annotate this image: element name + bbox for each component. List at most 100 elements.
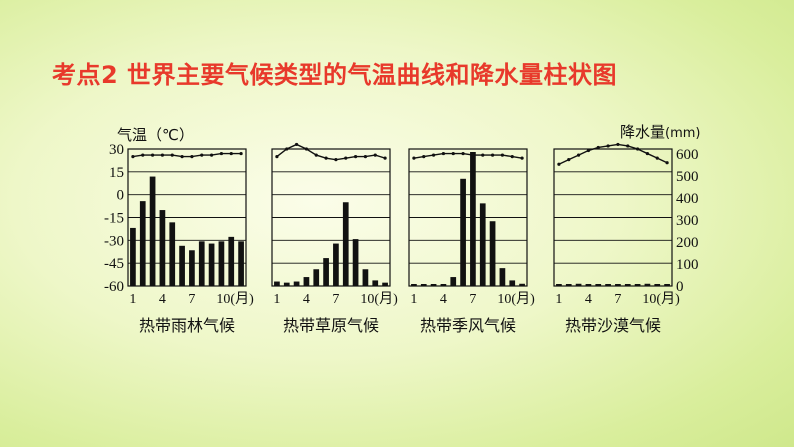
- temperature-point: [294, 142, 299, 147]
- month-tick-label: 1: [410, 292, 417, 307]
- temperature-tick-label: -30: [104, 233, 124, 249]
- precipitation-bar: [479, 203, 486, 286]
- precipitation-bar: [519, 283, 525, 286]
- temperature-point: [567, 158, 571, 162]
- temperature-point: [324, 156, 328, 160]
- precipitation-bar: [130, 227, 136, 286]
- temperature-point: [239, 151, 243, 156]
- precipitation-tick-label: 400: [676, 191, 699, 207]
- precipitation-bar: [342, 202, 349, 286]
- precipitation-bar: [411, 284, 417, 286]
- precipitation-bar: [664, 284, 670, 286]
- month-tick-label: 7: [332, 292, 339, 307]
- precipitation-bar: [499, 268, 506, 286]
- temperature-point: [626, 144, 630, 148]
- precipitation-tick-label: 200: [676, 235, 699, 251]
- precipitation-tick-label: 100: [676, 257, 699, 273]
- temperature-point: [229, 151, 233, 156]
- temperature-point: [520, 156, 524, 160]
- temperature-point: [190, 155, 194, 159]
- precipitation-axis-title: 降水量: [620, 123, 666, 141]
- precipitation-bar: [323, 258, 329, 286]
- temperature-point: [209, 153, 214, 157]
- precipitation-bar: [654, 284, 661, 286]
- temperature-point: [314, 153, 318, 157]
- temperature-point: [141, 153, 145, 157]
- precipitation-bar: [565, 284, 572, 286]
- temperature-point: [510, 155, 514, 159]
- temperature-point: [451, 151, 455, 156]
- month-tick-label: 1: [555, 292, 562, 307]
- temperature-point: [665, 161, 669, 165]
- month-tick-label: 7: [188, 292, 195, 307]
- temperature-point: [576, 153, 581, 157]
- temperature-tick-label: -45: [104, 256, 124, 272]
- month-tick-label: 4: [440, 292, 447, 307]
- precipitation-bar: [470, 152, 476, 286]
- precipitation-bar: [509, 280, 516, 286]
- temperature-point: [353, 155, 358, 159]
- precipitation-bar: [644, 283, 651, 286]
- precipitation-bar: [420, 284, 427, 286]
- temperature-point: [344, 156, 348, 160]
- precipitation-bar: [556, 284, 562, 286]
- temperature-point: [150, 153, 155, 157]
- precipitation-bar: [179, 245, 185, 286]
- climate-type-label: 热带沙漠气候: [565, 316, 661, 335]
- precipitation-bar: [440, 284, 447, 286]
- temperature-point: [606, 144, 610, 148]
- precipitation-bar: [283, 282, 290, 286]
- climate-type-label: 热带草原气候: [283, 316, 379, 335]
- temperature-point: [334, 158, 338, 162]
- month-tick-label: 7: [614, 292, 621, 307]
- precipitation-tick-label: 0: [676, 279, 684, 295]
- month-tick-label: 4: [303, 292, 310, 307]
- precipitation-bar: [333, 243, 339, 286]
- temperature-line: [413, 152, 523, 159]
- temperature-point: [481, 153, 485, 157]
- temperature-point: [180, 155, 184, 159]
- temperature-line: [132, 152, 242, 158]
- temperature-point: [471, 153, 475, 157]
- climate-type-label: 热带季风气候: [420, 316, 516, 335]
- temperature-point: [219, 151, 224, 156]
- precipitation-axis-label: 降水量(mm): [620, 121, 701, 142]
- precipitation-tick-label: 300: [676, 213, 699, 229]
- month-tick-label: 1: [273, 292, 280, 307]
- precipitation-bar: [615, 284, 621, 286]
- precipitation-bar: [198, 241, 205, 286]
- temperature-point: [131, 155, 135, 159]
- temperature-point: [170, 153, 174, 157]
- temperature-line: [558, 143, 668, 165]
- month-tick-label: 10(月): [642, 291, 680, 307]
- precipitation-bar: [208, 243, 215, 286]
- temperature-point: [557, 162, 561, 166]
- precipitation-bar: [313, 269, 320, 286]
- precipitation-bar: [293, 281, 300, 286]
- precipitation-bar: [189, 250, 195, 286]
- precipitation-bar: [450, 277, 457, 286]
- temperature-tick-label: 0: [117, 188, 125, 204]
- temperature-point: [200, 153, 204, 157]
- temperature-point: [275, 155, 279, 159]
- month-tick-label: 7: [469, 292, 476, 307]
- temperature-point: [304, 147, 309, 151]
- temperature-point: [363, 155, 368, 159]
- precipitation-bar: [303, 277, 310, 286]
- temperature-point: [461, 151, 465, 156]
- precipitation-bar: [228, 236, 235, 286]
- precipitation-bar: [159, 210, 166, 286]
- temperature-tick-label: -15: [104, 211, 124, 227]
- precipitation-bar: [149, 176, 156, 286]
- precipitation-bar: [460, 178, 466, 286]
- precipitation-bar: [624, 284, 631, 286]
- precipitation-bar: [139, 201, 146, 286]
- precipitation-bar: [169, 222, 176, 286]
- temperature-point: [412, 156, 416, 160]
- temperature-point: [383, 156, 387, 160]
- temperature-point: [616, 142, 620, 147]
- temperature-tick-label: -60: [104, 279, 124, 295]
- temperature-point: [160, 153, 165, 157]
- precipitation-bar: [238, 241, 244, 286]
